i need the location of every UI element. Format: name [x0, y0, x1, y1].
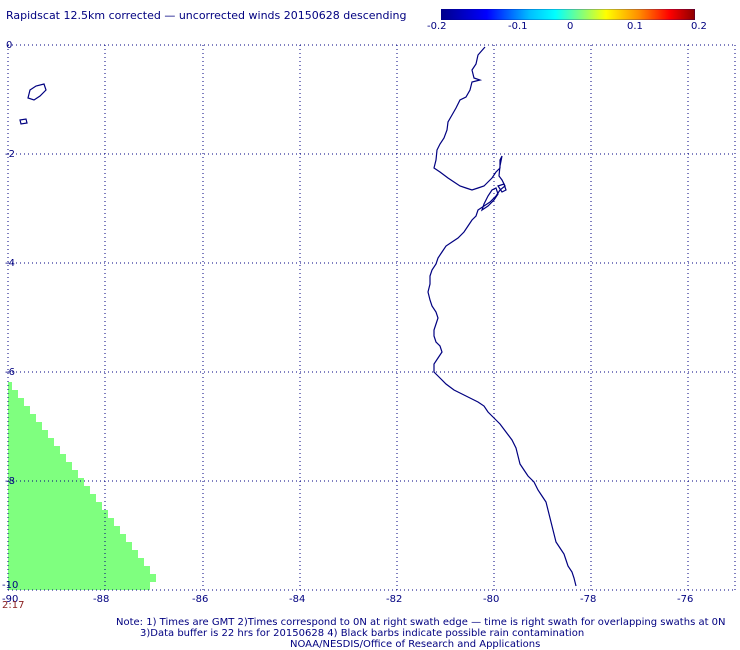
- note-line-3: NOAA/NESDIS/Office of Research and Appli…: [290, 639, 541, 650]
- note-line-2: 3)Data buffer is 22 hrs for 20150628 4) …: [140, 628, 585, 639]
- lon-tick: -78: [580, 594, 596, 605]
- colorbar: [441, 9, 695, 20]
- lat-tick: 0: [6, 40, 12, 51]
- lat-tick: -2: [5, 149, 15, 160]
- colorbar-tick: 0: [567, 21, 574, 32]
- map-title: Rapidscat 12.5km corrected — uncorrected…: [6, 9, 407, 22]
- lon-labels: -90 -88 -86 -84 -82 -80 -78 -76: [2, 594, 693, 605]
- note-line-1: Note: 1) Times are GMT 2)Times correspon…: [116, 617, 726, 628]
- lat-tick: -8: [5, 476, 15, 487]
- swath-time-label: 2:17: [2, 600, 25, 611]
- lon-tick: -82: [386, 594, 402, 605]
- colorbar-tick: -0.1: [508, 21, 528, 32]
- colorbar-tick: -0.2: [427, 21, 447, 32]
- lat-tick: -4: [5, 258, 15, 269]
- lon-tick: -76: [677, 594, 693, 605]
- lon-tick: -84: [289, 594, 305, 605]
- colorbar-tick: 0.2: [691, 21, 707, 32]
- coastline: [427, 46, 577, 587]
- colorbar-tick: 0.1: [627, 21, 643, 32]
- swath-region: [8, 382, 156, 590]
- grid-lines: [7, 44, 736, 591]
- lat-tick: -6: [5, 367, 15, 378]
- islands: [19, 83, 47, 125]
- lat-labels: 0 -2 -4 -6 -8 -10: [2, 40, 18, 591]
- lon-tick: -80: [483, 594, 499, 605]
- lon-tick: -90: [2, 594, 18, 605]
- colorbar-tick-labels: -0.2 -0.1 0 0.1 0.2: [425, 21, 725, 35]
- lat-tick: -10: [2, 580, 18, 591]
- lon-tick: -86: [192, 594, 208, 605]
- lon-tick: -88: [93, 594, 109, 605]
